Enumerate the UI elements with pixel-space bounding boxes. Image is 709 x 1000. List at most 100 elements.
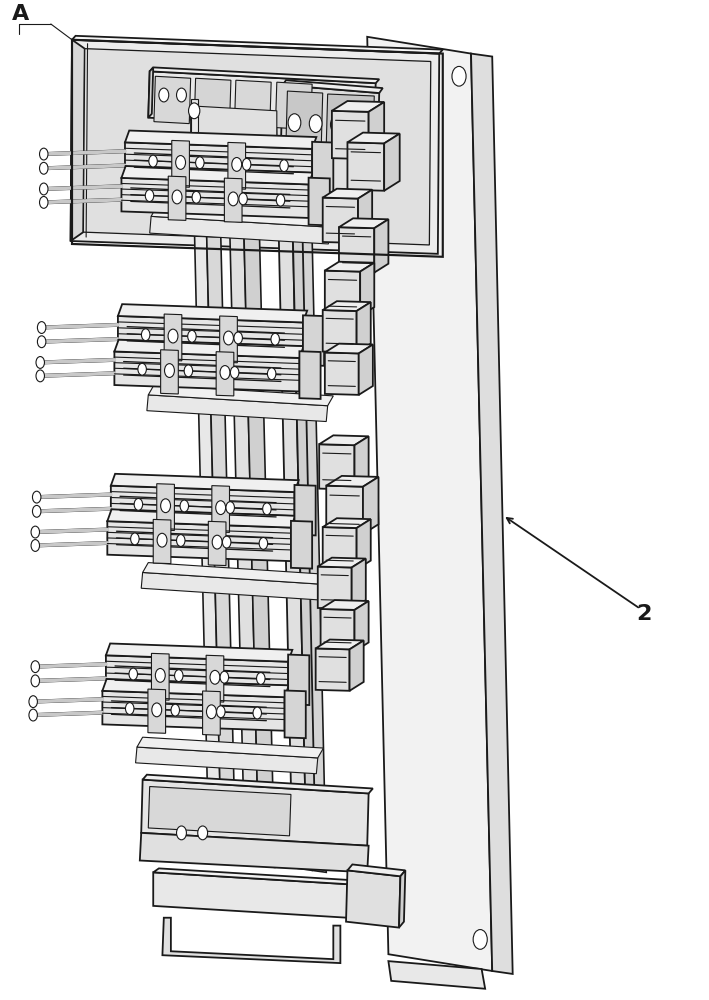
Polygon shape (346, 870, 401, 928)
Circle shape (253, 707, 262, 719)
Polygon shape (332, 111, 369, 159)
Circle shape (174, 670, 183, 682)
Polygon shape (319, 444, 354, 490)
Polygon shape (316, 648, 350, 691)
Polygon shape (350, 640, 364, 691)
Polygon shape (325, 271, 360, 316)
Polygon shape (280, 76, 312, 870)
Polygon shape (275, 82, 312, 130)
Polygon shape (384, 134, 400, 191)
Circle shape (263, 503, 271, 515)
Polygon shape (374, 219, 389, 273)
Polygon shape (143, 563, 328, 584)
Circle shape (271, 333, 279, 345)
Polygon shape (323, 518, 371, 528)
Circle shape (188, 330, 196, 342)
Polygon shape (316, 640, 364, 649)
Circle shape (141, 329, 150, 341)
Circle shape (125, 703, 134, 714)
Circle shape (184, 365, 193, 377)
Polygon shape (354, 436, 369, 490)
Circle shape (216, 501, 225, 515)
Circle shape (212, 535, 222, 549)
Polygon shape (172, 140, 189, 187)
Circle shape (40, 196, 48, 208)
Polygon shape (152, 653, 169, 700)
Polygon shape (148, 689, 166, 733)
Circle shape (259, 537, 267, 549)
Circle shape (155, 668, 165, 682)
Polygon shape (203, 691, 220, 735)
Circle shape (40, 148, 48, 160)
Circle shape (36, 357, 45, 368)
Polygon shape (102, 679, 289, 697)
Circle shape (330, 116, 343, 133)
Polygon shape (191, 99, 198, 132)
Circle shape (220, 366, 230, 379)
Polygon shape (208, 521, 226, 566)
Circle shape (157, 533, 167, 547)
Polygon shape (320, 600, 369, 610)
Polygon shape (303, 315, 324, 366)
Circle shape (31, 526, 40, 538)
Polygon shape (325, 344, 373, 353)
Polygon shape (154, 76, 191, 124)
Polygon shape (161, 350, 178, 394)
Polygon shape (153, 868, 353, 884)
Circle shape (31, 540, 40, 551)
Polygon shape (153, 872, 347, 918)
Polygon shape (125, 142, 312, 184)
Polygon shape (235, 80, 271, 128)
Text: A: A (12, 4, 29, 24)
Polygon shape (84, 49, 431, 245)
Circle shape (226, 502, 235, 513)
Polygon shape (291, 521, 312, 569)
Polygon shape (347, 142, 384, 191)
Polygon shape (220, 316, 238, 363)
Circle shape (130, 533, 139, 545)
Circle shape (242, 158, 251, 170)
Polygon shape (471, 54, 513, 974)
Polygon shape (294, 485, 316, 535)
Polygon shape (318, 567, 352, 609)
Circle shape (223, 331, 233, 345)
Circle shape (232, 158, 242, 171)
Polygon shape (191, 106, 277, 140)
Circle shape (267, 368, 276, 380)
Polygon shape (389, 961, 485, 989)
Circle shape (138, 363, 146, 375)
Circle shape (473, 930, 487, 949)
Polygon shape (339, 227, 374, 273)
Polygon shape (399, 870, 406, 928)
Polygon shape (118, 304, 307, 322)
Circle shape (40, 183, 48, 195)
Polygon shape (148, 71, 376, 129)
Circle shape (171, 704, 179, 716)
Circle shape (230, 367, 239, 378)
Circle shape (40, 162, 48, 174)
Polygon shape (111, 486, 294, 528)
Circle shape (152, 703, 162, 717)
Circle shape (280, 160, 289, 172)
Polygon shape (312, 142, 333, 192)
Circle shape (161, 499, 171, 513)
Circle shape (210, 670, 220, 684)
Polygon shape (135, 747, 318, 774)
Polygon shape (354, 601, 369, 651)
Circle shape (198, 826, 208, 840)
Circle shape (288, 114, 301, 132)
Circle shape (177, 88, 186, 102)
Polygon shape (168, 176, 186, 220)
Circle shape (192, 191, 201, 203)
Circle shape (29, 696, 38, 708)
Circle shape (176, 156, 186, 169)
Polygon shape (107, 509, 295, 528)
Circle shape (223, 536, 231, 548)
Circle shape (196, 157, 204, 169)
Circle shape (31, 661, 40, 673)
Circle shape (145, 190, 154, 202)
Polygon shape (212, 486, 230, 532)
Polygon shape (102, 691, 284, 731)
Polygon shape (320, 609, 354, 651)
Polygon shape (318, 558, 366, 567)
